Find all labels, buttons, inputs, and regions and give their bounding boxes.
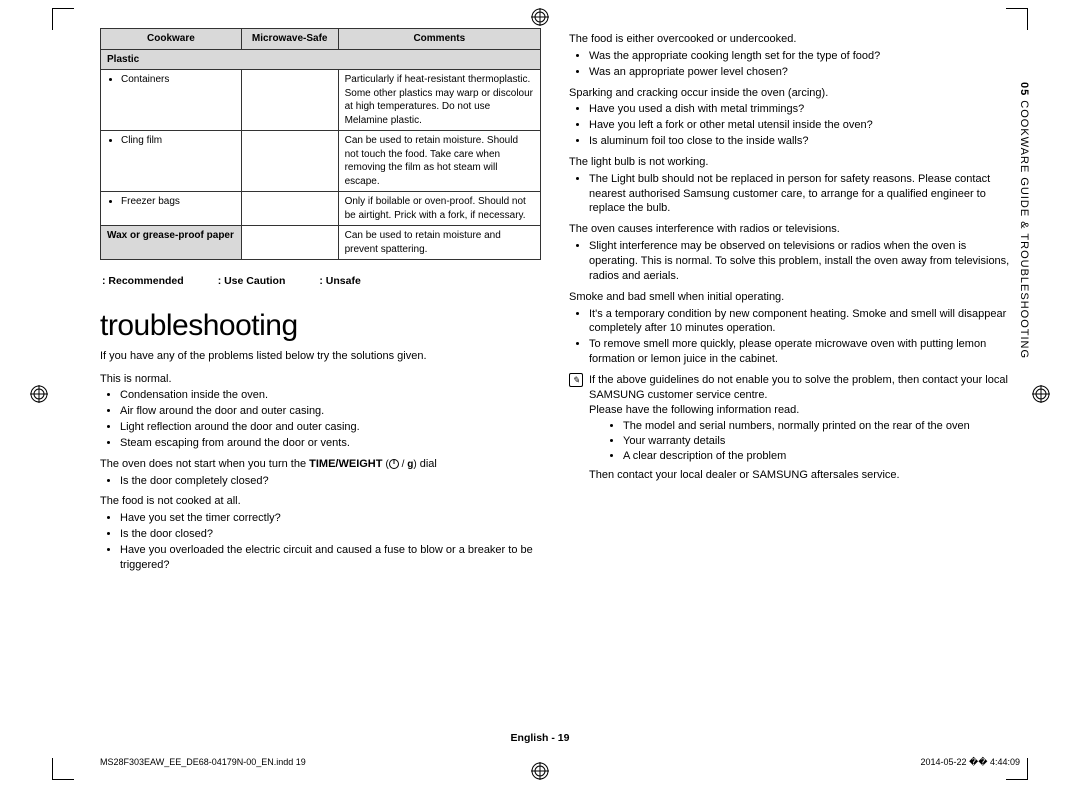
indd-metadata: MS28F303EAW_EE_DE68-04179N-00_EN.indd 19… [100, 757, 1020, 768]
comment-wax: Can be used to retain moisture and preve… [338, 226, 540, 260]
comment-freezer: Only if boilable or oven-proof. Should n… [338, 192, 540, 226]
li: Have you set the timer correctly? [120, 511, 541, 526]
topic-not-cooked: The food is not cooked at all. [100, 494, 541, 509]
li: Condensation inside the oven. [120, 388, 541, 403]
list-normal: Condensation inside the oven. Air flow a… [100, 388, 541, 450]
item-containers: Containers [121, 73, 235, 87]
comment-containers: Particularly if heat-resistant thermopla… [338, 70, 540, 131]
topic-interference: The oven causes interference with radios… [569, 222, 1010, 237]
th-cookware: Cookware [101, 29, 242, 50]
item-cling: Cling film [121, 134, 235, 148]
page-body: Cookware Microwave-Safe Comments Plastic… [0, 0, 1080, 788]
subheader-plastic: Plastic [101, 49, 541, 70]
li: Steam escaping from around the door or v… [120, 436, 541, 451]
safe-col [241, 70, 338, 131]
item-freezer: Freezer bags [121, 195, 235, 209]
cookware-table: Cookware Microwave-Safe Comments Plastic… [100, 28, 541, 260]
li: Have you used a dish with metal trimming… [589, 102, 1010, 117]
th-microwave-safe: Microwave-Safe [241, 29, 338, 50]
legend-unsafe: : Unsafe [319, 274, 360, 288]
subheader-wax: Wax or grease-proof paper [101, 226, 242, 260]
indd-file: MS28F303EAW_EE_DE68-04179N-00_EN.indd 19 [100, 757, 306, 768]
th-comments: Comments [338, 29, 540, 50]
indd-timestamp: 2014-05-22 �� 4:44:09 [920, 757, 1020, 768]
note-main: If the above guidelines do not enable yo… [589, 373, 1010, 403]
li: Is aluminum foil too close to the inside… [589, 134, 1010, 149]
intro-text: If you have any of the problems listed b… [100, 349, 541, 364]
li: Was an appropriate power level chosen? [589, 65, 1010, 80]
row-freezer: Freezer bags [101, 192, 242, 226]
list-not-cooked: Have you set the timer correctly? Is the… [100, 511, 541, 572]
list-not-start: Is the door completely closed? [100, 474, 541, 489]
note-icon: ✎ [569, 373, 583, 387]
topic-overcooked: The food is either overcooked or underco… [569, 32, 1010, 47]
li: To remove smell more quickly, please ope… [589, 337, 1010, 367]
li: A clear description of the problem [623, 449, 1010, 464]
li: Is the door closed? [120, 527, 541, 542]
topic-bulb: The light bulb is not working. [569, 155, 1010, 170]
page-footer: English - 19 [511, 732, 570, 744]
topic-normal: This is normal. [100, 372, 541, 387]
legend-recommended: : Recommended [102, 274, 184, 288]
note-block: ✎ If the above guidelines do not enable … [569, 373, 1010, 483]
li: Is the door completely closed? [120, 474, 541, 489]
li: Light reflection around the door and out… [120, 420, 541, 435]
li: The Light bulb should not be replaced in… [589, 172, 1010, 217]
topic-not-start: The oven does not start when you turn th… [100, 457, 541, 472]
right-column: The food is either overcooked or underco… [569, 28, 1020, 579]
topic-smoke: Smoke and bad smell when initial operati… [569, 290, 1010, 305]
note-list: The model and serial numbers, normally p… [589, 419, 1010, 464]
topic-sparking: Sparking and cracking occur inside the o… [569, 86, 1010, 101]
note-after: Then contact your local dealer or SAMSUN… [589, 468, 1010, 483]
li: The model and serial numbers, normally p… [623, 419, 1010, 434]
li: Have you overloaded the electric circuit… [120, 543, 541, 573]
legend-caution: : Use Caution [218, 274, 286, 288]
li: Was the appropriate cooking length set f… [589, 49, 1010, 64]
row-cling: Cling film [101, 131, 242, 192]
li: It's a temporary condition by new compon… [589, 307, 1010, 337]
legend-row: : Recommended : Use Caution : Unsafe [100, 270, 541, 302]
row-containers: Containers [101, 70, 242, 131]
note-sub: Please have the following information re… [589, 403, 1010, 418]
comment-cling: Can be used to retain moisture. Should n… [338, 131, 540, 192]
left-column: Cookware Microwave-Safe Comments Plastic… [100, 28, 541, 579]
li: Have you left a fork or other metal uten… [589, 118, 1010, 133]
troubleshooting-heading: troubleshooting [100, 306, 541, 347]
li: Air flow around the door and outer casin… [120, 404, 541, 419]
li: Slight interference may be observed on t… [589, 239, 1010, 284]
time-weight-icons: ( / g) [386, 459, 417, 470]
li: Your warranty details [623, 434, 1010, 449]
